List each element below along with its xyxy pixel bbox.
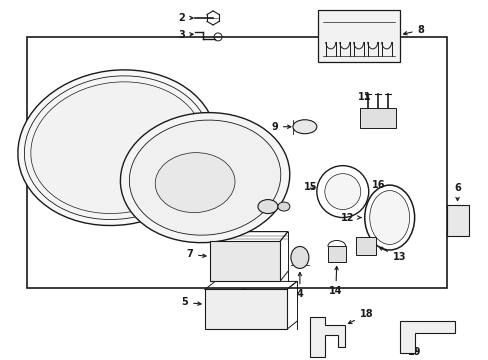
Ellipse shape bbox=[277, 202, 289, 211]
Bar bbox=[446, 204, 468, 237]
Text: 14: 14 bbox=[328, 266, 342, 296]
Text: 5: 5 bbox=[181, 297, 201, 307]
Text: 17: 17 bbox=[167, 152, 206, 167]
Ellipse shape bbox=[155, 153, 235, 213]
Bar bbox=[327, 247, 345, 262]
Text: 15: 15 bbox=[304, 181, 317, 192]
Ellipse shape bbox=[129, 120, 280, 235]
Polygon shape bbox=[309, 317, 344, 357]
Text: 3: 3 bbox=[178, 30, 193, 40]
Text: 8: 8 bbox=[403, 25, 424, 35]
Ellipse shape bbox=[369, 190, 409, 244]
Text: 2: 2 bbox=[178, 13, 193, 23]
Text: 12: 12 bbox=[341, 212, 360, 222]
Polygon shape bbox=[399, 321, 454, 353]
Bar bbox=[359, 108, 395, 128]
Text: 9: 9 bbox=[271, 122, 290, 132]
Bar bbox=[355, 238, 375, 256]
Text: 18: 18 bbox=[347, 309, 373, 324]
Text: 11: 11 bbox=[357, 92, 371, 102]
Circle shape bbox=[324, 174, 360, 210]
Text: 10: 10 bbox=[234, 211, 259, 226]
Ellipse shape bbox=[290, 247, 308, 269]
Ellipse shape bbox=[24, 76, 210, 220]
Text: 4: 4 bbox=[296, 273, 303, 300]
Ellipse shape bbox=[120, 113, 289, 243]
Text: 6: 6 bbox=[453, 183, 460, 201]
Ellipse shape bbox=[18, 70, 216, 225]
Bar bbox=[204, 289, 286, 329]
Ellipse shape bbox=[258, 199, 277, 213]
Text: 16: 16 bbox=[371, 180, 385, 190]
Bar bbox=[317, 10, 399, 62]
Bar bbox=[27, 37, 446, 288]
Text: 19: 19 bbox=[407, 347, 420, 357]
Text: 7: 7 bbox=[186, 249, 205, 260]
Text: 1: 1 bbox=[233, 317, 241, 327]
Ellipse shape bbox=[31, 82, 203, 213]
Ellipse shape bbox=[292, 120, 316, 134]
Text: 13: 13 bbox=[379, 247, 406, 262]
Bar bbox=[210, 242, 279, 282]
